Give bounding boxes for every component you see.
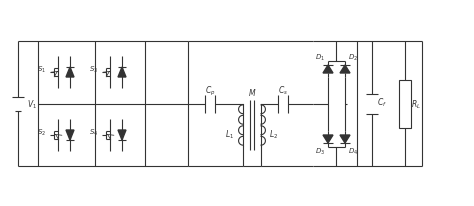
Text: L$_1$: L$_1$ [226,128,235,140]
Text: R$_L$: R$_L$ [411,98,421,111]
Text: S$_2$: S$_2$ [37,127,46,137]
Text: D$_2$: D$_2$ [348,53,358,63]
Text: S$_3$: S$_3$ [89,65,98,75]
Polygon shape [118,68,126,78]
Bar [399,81,411,128]
Text: S$_1$: S$_1$ [37,65,46,75]
Text: D$_3$: D$_3$ [315,146,325,156]
Polygon shape [340,135,350,143]
Text: C$_p$: C$_p$ [205,84,215,97]
Text: S$_4$: S$_4$ [89,127,98,137]
Text: M: M [249,88,255,97]
Polygon shape [323,135,333,143]
Polygon shape [118,130,126,140]
Polygon shape [340,66,350,74]
Polygon shape [66,68,74,78]
Text: D$_1$: D$_1$ [315,53,325,63]
Text: C$_f$: C$_f$ [377,96,387,109]
Text: C$_s$: C$_s$ [278,84,288,97]
Polygon shape [323,66,333,74]
Text: L$_2$: L$_2$ [269,128,279,140]
Polygon shape [66,130,74,140]
Text: D$_4$: D$_4$ [348,146,358,156]
Text: V$_1$: V$_1$ [27,98,37,111]
